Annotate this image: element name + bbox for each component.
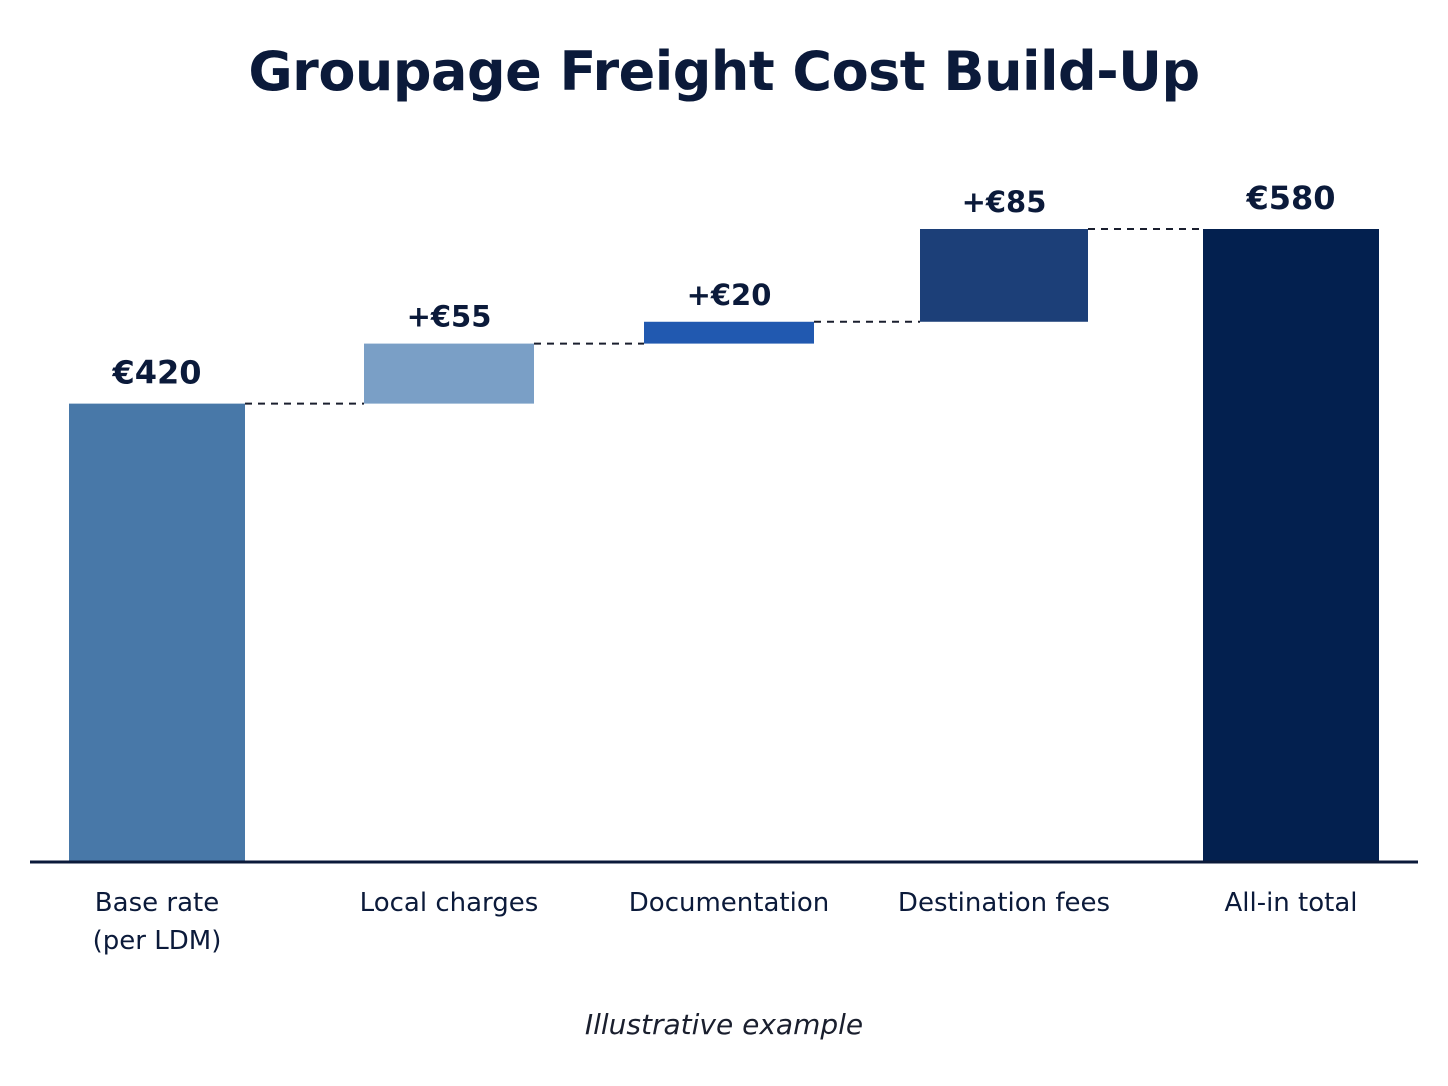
value-label-4: +€85 [962, 185, 1047, 219]
bars [69, 229, 1379, 862]
category-label-line: Base rate [95, 888, 219, 918]
bar-4 [920, 229, 1088, 322]
value-label-5: €580 [1245, 179, 1335, 217]
category-label-5: All-in total [1224, 888, 1357, 918]
value-labels: €420 +€55 +€20 +€85 €580 [111, 179, 1335, 392]
category-label-line: (per LDM) [93, 926, 222, 956]
category-label-line: Documentation [629, 888, 829, 918]
chart-title: Groupage Freight Cost Build-Up [248, 40, 1200, 103]
bar-5 [1203, 229, 1379, 862]
category-label-line: Destination fees [898, 888, 1110, 918]
bar-2 [364, 343, 534, 404]
bar-1 [69, 403, 245, 862]
category-label-2: Local charges [360, 888, 539, 918]
category-label-3: Documentation [629, 888, 829, 918]
value-label-1: €420 [111, 354, 201, 392]
category-label-line: All-in total [1224, 888, 1357, 918]
category-labels: Base rate (per LDM) Local charges Documenta… [93, 888, 1358, 956]
value-label-2: +€55 [407, 300, 492, 334]
category-label-4: Destination fees [898, 888, 1110, 918]
category-label-line: Local charges [360, 888, 539, 918]
category-label-1: Base rate (per LDM) [93, 888, 222, 956]
bar-3 [644, 321, 814, 344]
value-label-3: +€20 [687, 278, 772, 312]
connector-lines [245, 228, 1203, 405]
footnote: Illustrative example [584, 1008, 864, 1041]
